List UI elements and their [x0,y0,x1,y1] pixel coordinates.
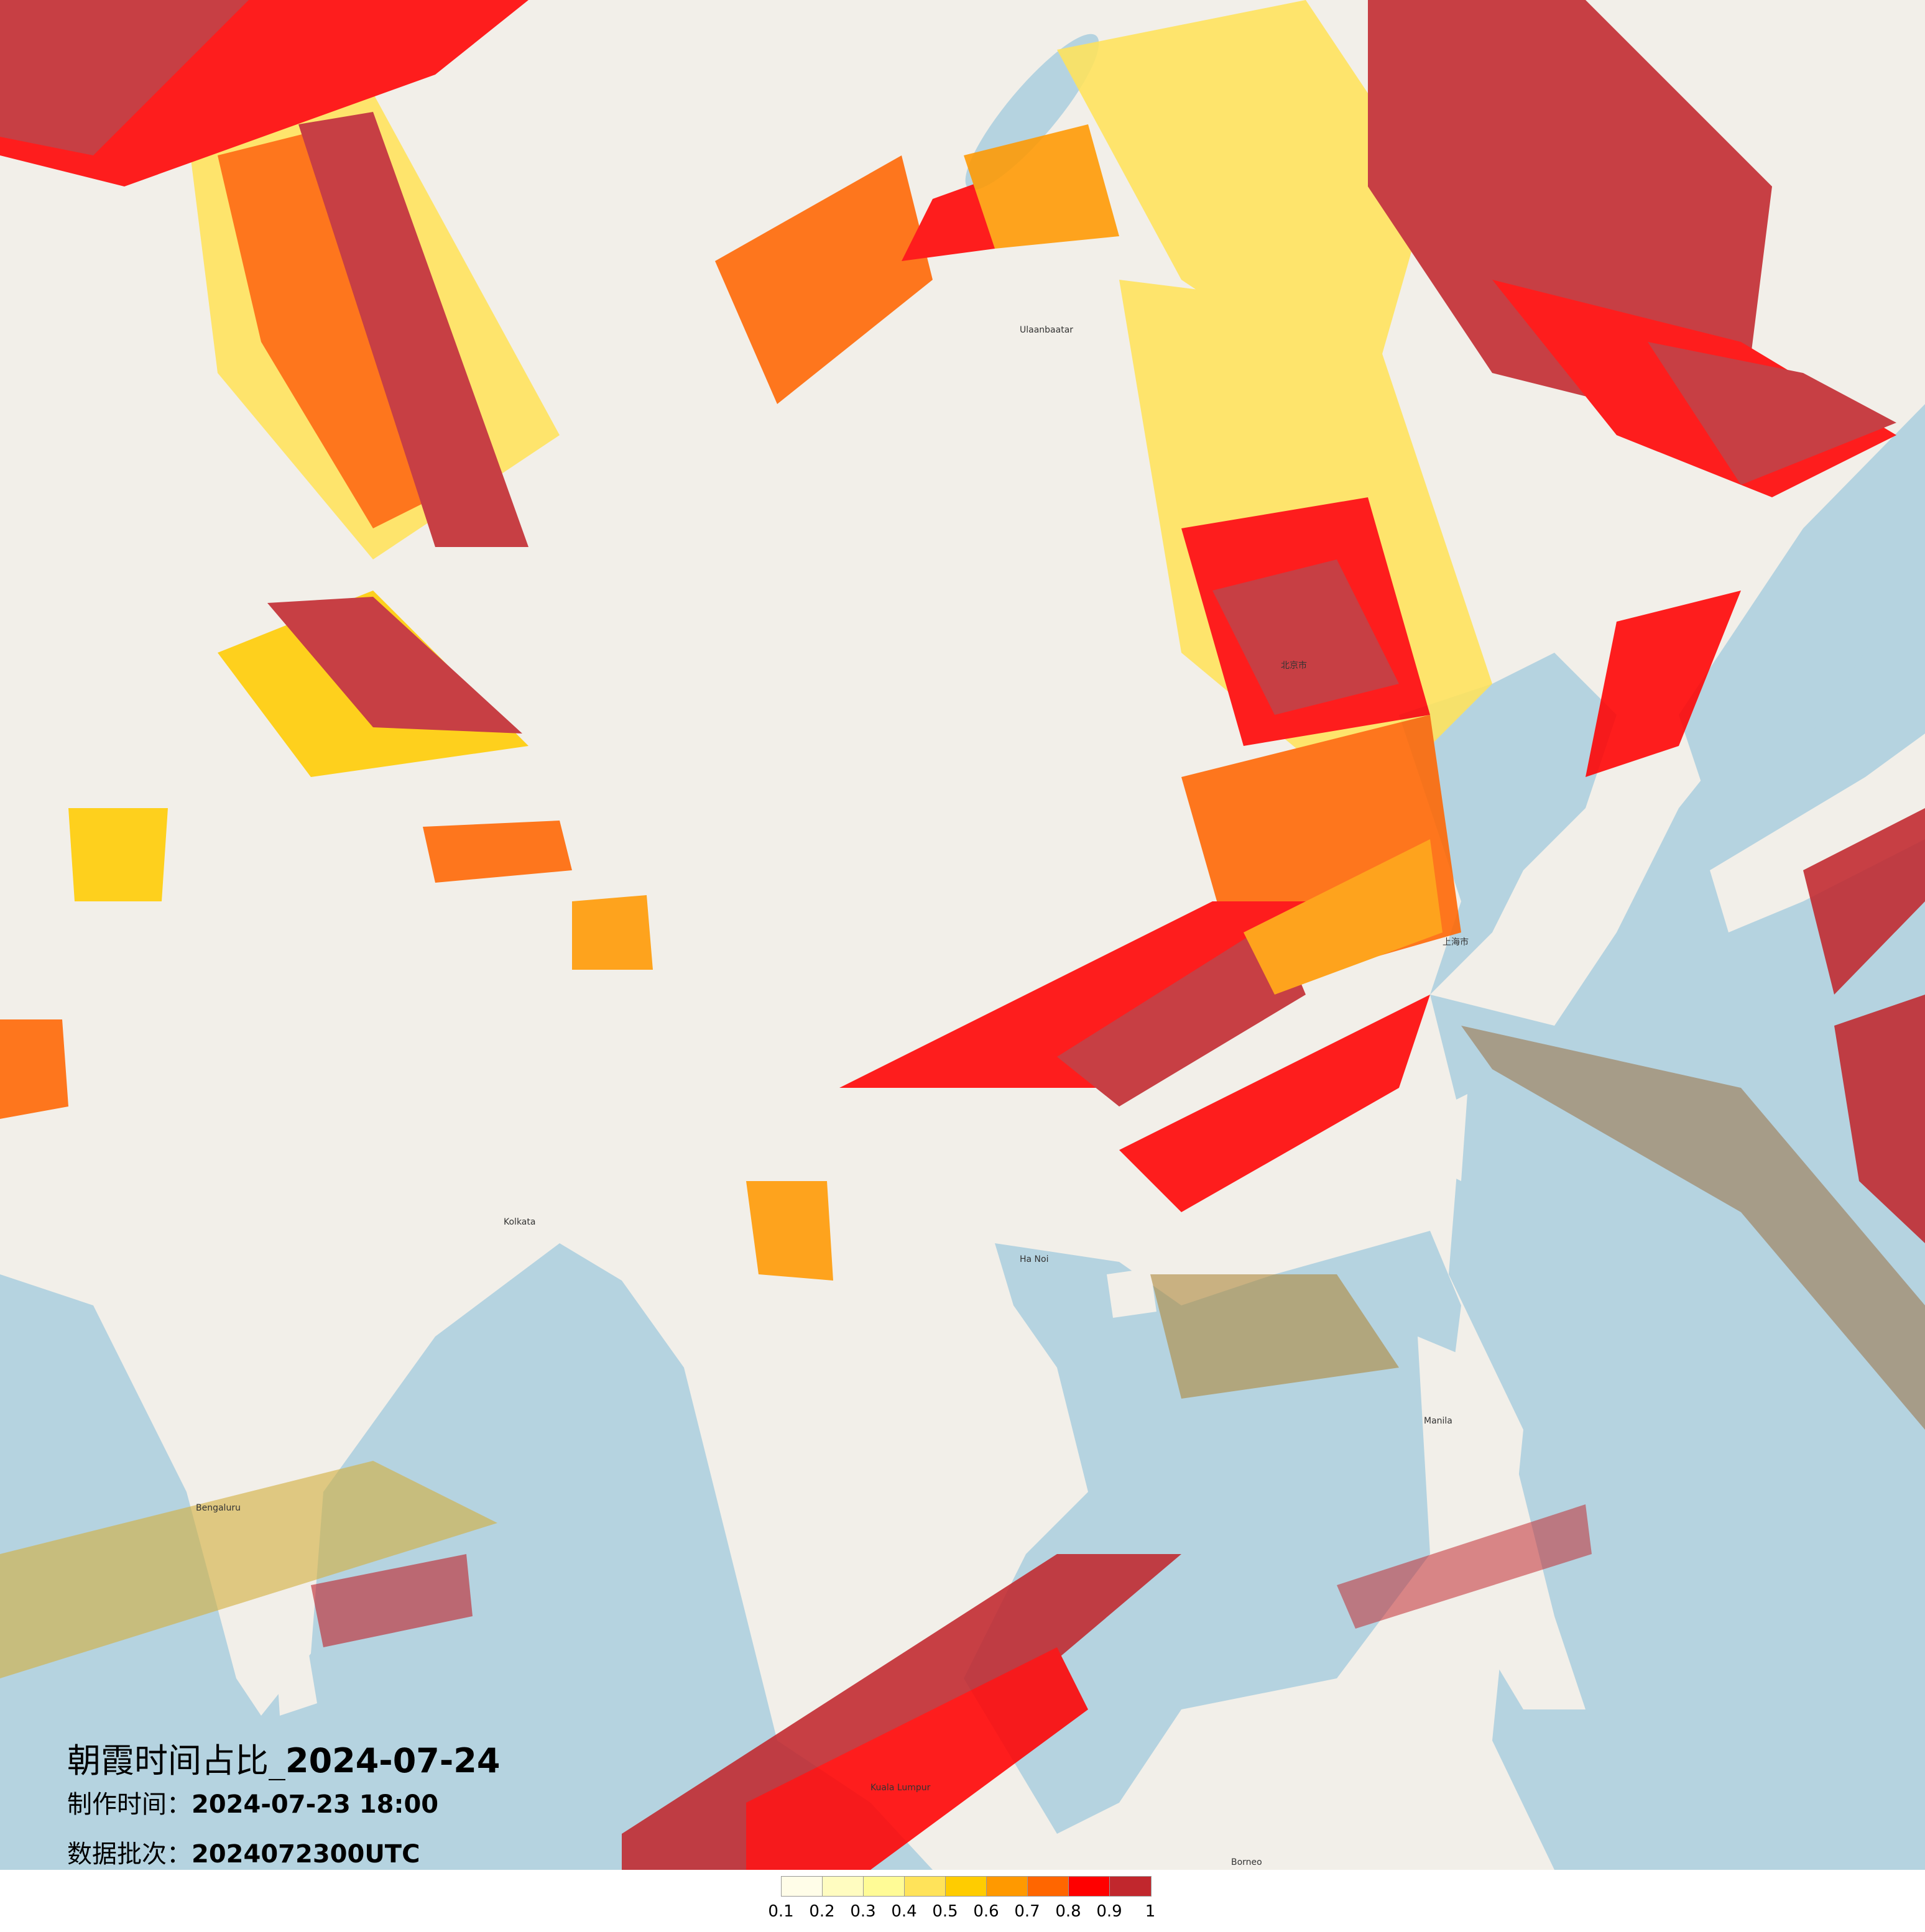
legend-label: 0.5 [932,1902,958,1921]
legend-labels: 0.1 0.2 0.3 0.4 0.5 0.6 0.7 0.8 0.9 1 [768,1902,1166,1927]
data-batch: 数据批次：2024072300UTC [67,1834,420,1870]
glow-region [622,1554,1181,1870]
city-labels: 北京市 上海市 Ulaanbaatar Kolkata Bengaluru Ha… [196,325,1469,1867]
sunrise-glow-overlay [0,0,1925,1870]
legend-swatch [823,1877,864,1896]
city-label: Borneo [1231,1857,1262,1867]
glow-region [311,1554,473,1647]
city-label: 北京市 [1281,660,1307,671]
sri-lanka [274,1616,317,1716]
map-title: 朝霞时间占比_2024-07-24 [67,1733,500,1782]
yellow-sea [1399,653,1617,995]
glow-region [0,1461,497,1678]
legend-label: 0.4 [891,1902,917,1921]
borneo [1212,1678,1461,1870]
legend-swatch [782,1877,823,1896]
south-china-sea [964,1231,1461,1834]
glow-region [298,112,529,547]
glow-region [1337,1504,1592,1629]
legend-label: 0.9 [1096,1902,1122,1921]
glow-region [267,597,522,734]
glow-region [1461,1026,1925,1430]
glow-region [68,808,168,901]
production-time: 制作时间：2024-07-23 18:00 [67,1784,438,1820]
hainan [1107,1268,1156,1318]
sea-of-japan [1679,404,1925,808]
city-label: Kolkata [504,1217,535,1227]
legend-swatch [1069,1877,1110,1896]
legend-label: 0.2 [809,1902,835,1921]
legend-swatch [905,1877,946,1896]
glow-region [746,1181,833,1281]
legend-label: 0.1 [768,1902,794,1921]
color-legend [781,1876,1152,1897]
city-label: Manila [1424,1416,1452,1426]
legend-swatch [1110,1877,1151,1896]
map-canvas[interactable]: 北京市 上海市 Ulaanbaatar Kolkata Bengaluru Ha… [0,0,1925,1870]
glow-region [1803,808,1925,995]
city-label: Kuala Lumpur [870,1783,931,1793]
legend-label: 0.8 [1055,1902,1081,1921]
data-batch-label: 数据批次： [67,1840,192,1869]
glow-region [572,895,653,970]
city-label: Bengaluru [196,1503,241,1513]
legend-swatch [946,1877,987,1896]
production-time-label: 制作时间： [67,1790,192,1819]
glow-region [1586,591,1741,777]
city-label: Ha Noi [1020,1254,1048,1264]
japan [1710,734,1925,932]
legend-swatch [1028,1877,1069,1896]
legend-label: 1 [1145,1902,1156,1921]
glow-region [1119,995,1430,1212]
city-label: Ulaanbaatar [1020,325,1073,335]
glow-region [1057,920,1306,1106]
glow-region [1244,839,1443,995]
glow-region [964,124,1119,249]
title-date: 2024-07-24 [285,1741,501,1780]
production-time-value: 2024-07-23 18:00 [192,1790,439,1819]
legend-label: 0.6 [973,1902,999,1921]
glow-region [0,0,249,155]
glow-region [0,1019,68,1119]
legend-label: 0.3 [850,1902,876,1921]
glow-region [715,155,933,404]
city-label: 上海市 [1443,937,1469,947]
glow-region [423,821,572,883]
glow-region [1212,559,1399,715]
legend-label: 0.7 [1014,1902,1040,1921]
islands [274,715,1925,1870]
glow-region [1150,1274,1399,1399]
glow-region [1057,0,1430,404]
glow-region [1648,342,1896,485]
glow-region [746,1647,1088,1870]
data-batch-value: 2024072300UTC [192,1840,420,1869]
legend-swatch [987,1877,1028,1896]
title-text: 朝霞时间占比_ [67,1741,285,1780]
philippines [1418,1336,1586,1709]
legend-swatch [864,1877,905,1896]
glow-region [1834,995,1925,1243]
taiwan [1436,1094,1467,1181]
